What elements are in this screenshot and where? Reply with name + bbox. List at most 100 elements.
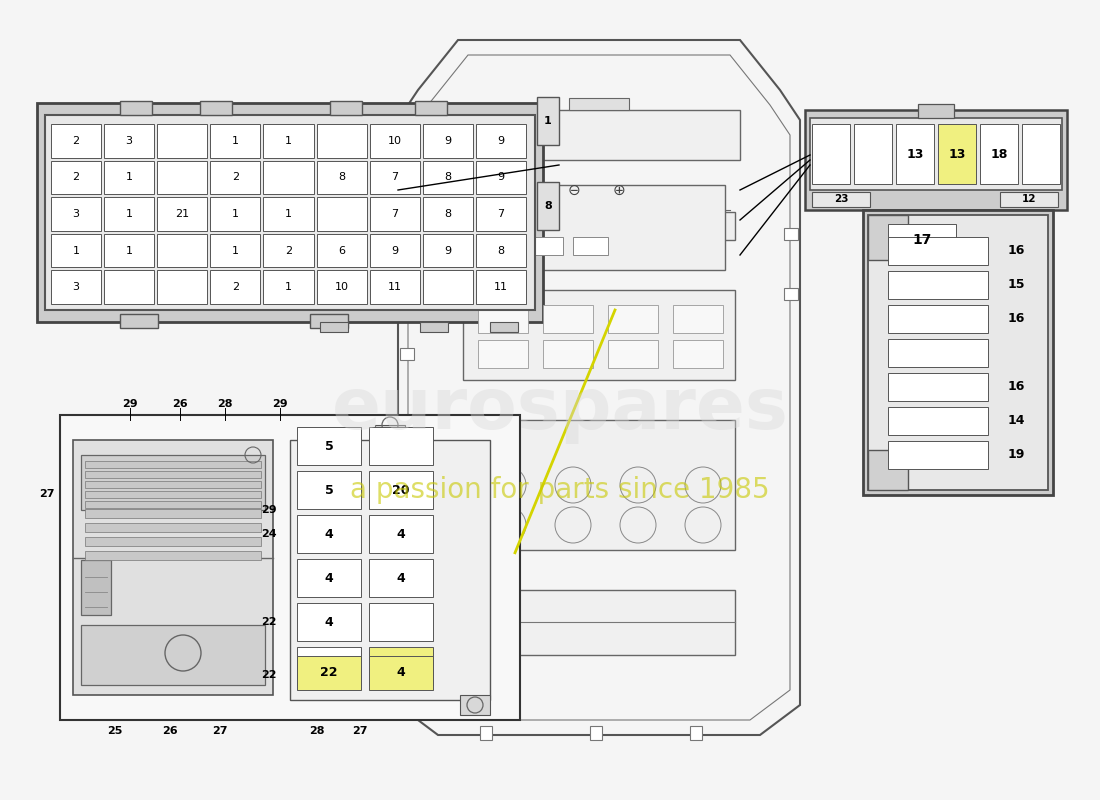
Bar xyxy=(569,98,629,110)
Bar xyxy=(297,656,361,690)
Bar xyxy=(888,224,956,257)
Text: 9: 9 xyxy=(444,246,451,256)
Text: 8: 8 xyxy=(497,246,505,256)
Bar xyxy=(310,314,348,328)
Text: 1: 1 xyxy=(285,136,292,146)
Text: 1: 1 xyxy=(285,209,292,219)
Text: 1: 1 xyxy=(232,136,239,146)
Bar xyxy=(263,270,313,304)
Text: 20: 20 xyxy=(393,483,409,497)
Text: 2: 2 xyxy=(285,246,293,256)
Bar xyxy=(317,270,366,304)
Bar xyxy=(868,215,908,260)
Bar xyxy=(415,101,447,115)
Text: 26: 26 xyxy=(162,726,178,736)
Bar xyxy=(297,559,361,597)
Bar xyxy=(330,101,362,115)
Bar xyxy=(370,197,420,230)
Text: 1: 1 xyxy=(285,282,292,292)
Bar xyxy=(60,415,520,720)
Text: 16: 16 xyxy=(1008,313,1025,326)
Bar xyxy=(460,695,490,715)
Bar xyxy=(868,450,908,490)
Text: 29: 29 xyxy=(122,399,138,409)
Bar xyxy=(85,501,261,508)
Bar xyxy=(375,425,405,445)
Bar xyxy=(210,161,261,194)
Bar xyxy=(483,237,518,255)
Bar xyxy=(400,288,414,300)
Bar xyxy=(104,270,154,304)
Bar xyxy=(210,270,261,304)
Bar xyxy=(888,373,988,401)
Bar xyxy=(463,420,735,550)
Bar xyxy=(1000,192,1058,207)
Text: 14: 14 xyxy=(1008,414,1025,427)
Text: 8: 8 xyxy=(444,209,451,219)
Bar xyxy=(812,192,870,207)
Bar xyxy=(463,290,735,380)
Text: 22: 22 xyxy=(320,666,338,679)
Text: 28: 28 xyxy=(309,726,324,736)
Bar xyxy=(368,515,433,553)
Text: 29: 29 xyxy=(321,435,337,445)
Bar xyxy=(157,270,207,304)
Text: a passion for parts since 1985: a passion for parts since 1985 xyxy=(350,476,770,504)
Bar xyxy=(85,509,261,518)
Text: 13: 13 xyxy=(948,147,966,161)
Bar xyxy=(317,124,366,158)
Text: 4: 4 xyxy=(324,571,333,585)
Text: 8: 8 xyxy=(444,173,451,182)
Bar xyxy=(157,161,207,194)
Text: 16: 16 xyxy=(1008,245,1025,258)
Bar xyxy=(263,161,313,194)
Bar xyxy=(420,322,448,332)
Bar xyxy=(888,271,988,299)
Text: 11: 11 xyxy=(494,282,508,292)
Bar xyxy=(673,340,723,368)
Text: 1: 1 xyxy=(125,246,133,256)
Bar xyxy=(263,197,313,230)
Bar xyxy=(370,270,420,304)
Text: 7: 7 xyxy=(392,209,398,219)
Bar xyxy=(51,197,101,230)
Bar xyxy=(690,726,702,740)
Bar xyxy=(473,185,725,270)
Text: 23: 23 xyxy=(834,194,848,204)
Bar xyxy=(368,603,433,641)
Bar xyxy=(200,101,232,115)
Text: 5: 5 xyxy=(324,439,333,453)
Text: 5: 5 xyxy=(324,483,333,497)
Text: 25: 25 xyxy=(108,726,123,736)
Bar xyxy=(490,322,518,332)
Bar xyxy=(478,340,528,368)
Bar xyxy=(543,340,593,368)
Bar xyxy=(888,237,988,265)
Bar xyxy=(85,471,261,478)
Bar xyxy=(157,234,207,267)
Text: 27: 27 xyxy=(352,726,367,736)
Text: 9: 9 xyxy=(444,136,451,146)
Bar xyxy=(458,110,740,160)
Bar xyxy=(368,647,433,685)
Text: 1: 1 xyxy=(125,173,133,182)
Text: 29: 29 xyxy=(272,399,288,409)
Text: 3: 3 xyxy=(125,136,133,146)
Bar xyxy=(104,161,154,194)
Bar xyxy=(1022,124,1060,184)
Text: 3: 3 xyxy=(73,282,79,292)
Bar xyxy=(85,551,261,560)
Bar xyxy=(422,124,473,158)
Bar xyxy=(51,124,101,158)
Text: 4: 4 xyxy=(324,659,333,673)
Text: 10: 10 xyxy=(334,282,349,292)
Bar xyxy=(370,161,420,194)
Bar xyxy=(864,210,1053,495)
Text: 6: 6 xyxy=(338,246,345,256)
Text: 2: 2 xyxy=(232,173,239,182)
Text: 10: 10 xyxy=(387,136,402,146)
Bar xyxy=(320,322,348,332)
Text: 18: 18 xyxy=(990,147,1008,161)
Bar xyxy=(854,124,892,184)
Text: 4: 4 xyxy=(324,615,333,629)
